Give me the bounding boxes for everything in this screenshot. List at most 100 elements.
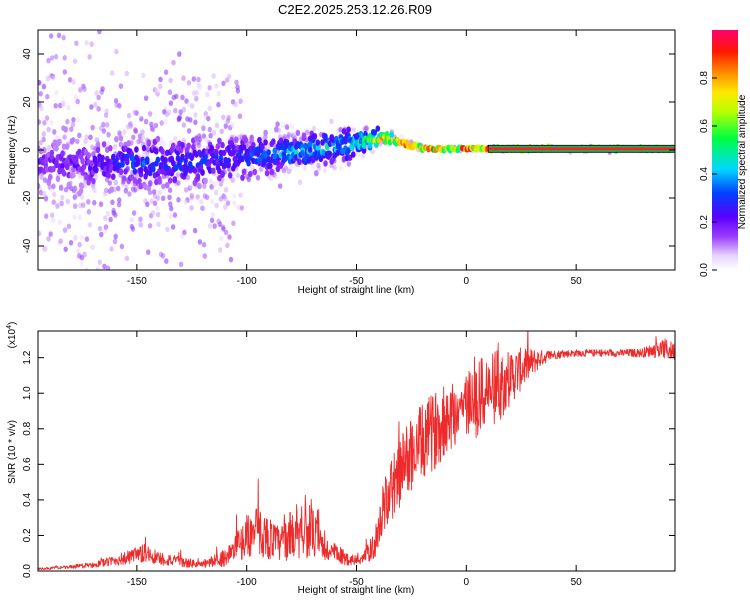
colorbar-ticks: 0.0 0.2 0.4 0.6 0.8 (699, 71, 717, 277)
spectrogram-cell (225, 242, 230, 249)
spectrogram-cell (341, 128, 347, 135)
spectrogram-cell (188, 117, 193, 123)
spectrogram-cell (363, 130, 368, 138)
spectrogram-cell (209, 184, 214, 190)
colorbar-gradient (712, 30, 738, 270)
spectrogram-cell (167, 187, 173, 193)
spectrogram-cell (155, 205, 160, 212)
spectrogram-cell (361, 142, 367, 149)
spectrogram-cell (48, 173, 53, 181)
spectrogram-cell (338, 165, 344, 171)
spectrogram-cell (51, 217, 56, 223)
spectrogram-cell (43, 196, 49, 202)
spectrogram-cell (52, 129, 57, 135)
spectrogram-cell (263, 139, 268, 146)
spectrogram-cell (235, 88, 241, 94)
x-tick-label: 0 (464, 276, 470, 287)
spectrogram-cell (113, 233, 118, 240)
spectrogram-cell (100, 86, 105, 92)
y-tick-label: -20 (22, 190, 33, 205)
spectrogram-cell (127, 191, 132, 197)
spectrogram-cell (60, 101, 66, 108)
spectrogram-cell (165, 226, 170, 233)
spectrogram-cell (75, 138, 80, 145)
colorbar-tick-label: 0.4 (699, 167, 710, 181)
spectrogram-cell (119, 243, 125, 250)
spectrogram-cell (272, 147, 278, 154)
spectrogram-cell (61, 271, 65, 277)
spectrogram-cell (200, 205, 205, 211)
spectrogram-cell (172, 212, 178, 218)
spectrogram-cell (206, 115, 211, 122)
spectrogram-cell (114, 48, 119, 55)
spectrogram-cell (84, 40, 89, 46)
spectrogram-cell (90, 124, 95, 131)
spectrogram-cell (135, 173, 140, 179)
spectrogram-cell (146, 249, 151, 255)
spectrogram-cell (194, 135, 199, 142)
spectrogram-cell (172, 176, 178, 183)
spectrogram-cell (72, 58, 78, 64)
colorbar-label: Normalized spectral amplitude (737, 94, 748, 229)
spectrogram-cell (208, 178, 214, 185)
spectrogram-cell (346, 161, 351, 167)
spectrogram-cell (80, 157, 85, 165)
spectrogram-cell (209, 144, 214, 152)
spectrogram-cell (182, 229, 187, 236)
spectrogram-cell (117, 103, 122, 109)
y-tick-label: 0.8 (22, 421, 33, 435)
spectrogram-cell (113, 212, 118, 218)
colorbar-tick-label: 0.0 (699, 263, 710, 277)
spectrogram-cell (212, 223, 217, 229)
spectrogram-cell (99, 231, 104, 238)
spectrogram-cell (132, 109, 137, 116)
spectrogram-cell (51, 165, 56, 173)
snr-scale-prefix: (x10 (7, 328, 18, 348)
spectrogram-cell (240, 174, 245, 181)
spectrogram-cell (160, 148, 165, 155)
spectrogram-cell (210, 198, 215, 205)
snr-x-axis-label: Height of straight line (km) (298, 585, 415, 596)
spectrogram-cell (134, 146, 139, 153)
spectrogram-cell (238, 192, 243, 198)
spectrogram-cell (147, 180, 153, 187)
spectrogram-cell (61, 34, 66, 41)
spectrogram-cell (87, 222, 93, 228)
spectrogram-cell (209, 217, 215, 224)
snr-scale-exponent: 4 (6, 325, 13, 329)
spectrogram-cell (123, 168, 128, 175)
spectrogram-cell (230, 122, 235, 128)
y-tick-label: 0.0 (22, 564, 33, 578)
spectrogram-cell (155, 211, 161, 218)
spectrogram-cell (158, 76, 163, 83)
spectrogram-cell (78, 87, 83, 93)
y-tick-label: 0.2 (22, 528, 33, 542)
spectrogram-cell (158, 83, 163, 89)
spectrogram-cell (80, 194, 85, 200)
x-tick-label: -100 (237, 577, 257, 588)
spectrogram-cell (257, 136, 262, 144)
spectrogram-cell (228, 256, 234, 263)
spectrogram-cell (207, 105, 212, 112)
spectrogram-cell (249, 134, 254, 141)
spectrogram-cell (129, 216, 134, 223)
spectrogram-cell (86, 209, 92, 215)
spectrogram-cell (103, 215, 108, 221)
spectrogram-cell (315, 144, 321, 151)
spectrogram-cell (370, 149, 375, 155)
spectrogram-cell (151, 166, 156, 173)
spectrogram-cell (189, 205, 194, 211)
spectrogram-cell (194, 90, 199, 96)
spectrogram-cell (95, 141, 101, 148)
spectrogram-cell (141, 72, 146, 79)
spectrogram-cell (60, 194, 65, 201)
spectrogram-cell (137, 113, 142, 119)
spectrogram-cell (77, 214, 82, 221)
spectrogram-cell (124, 157, 130, 165)
spectrogram-cell (103, 224, 109, 230)
spectrogram-cell (139, 222, 144, 228)
spectrogram-cell (181, 106, 187, 113)
spectrogram-cell (197, 239, 203, 245)
spectrogram-cell (118, 135, 124, 142)
